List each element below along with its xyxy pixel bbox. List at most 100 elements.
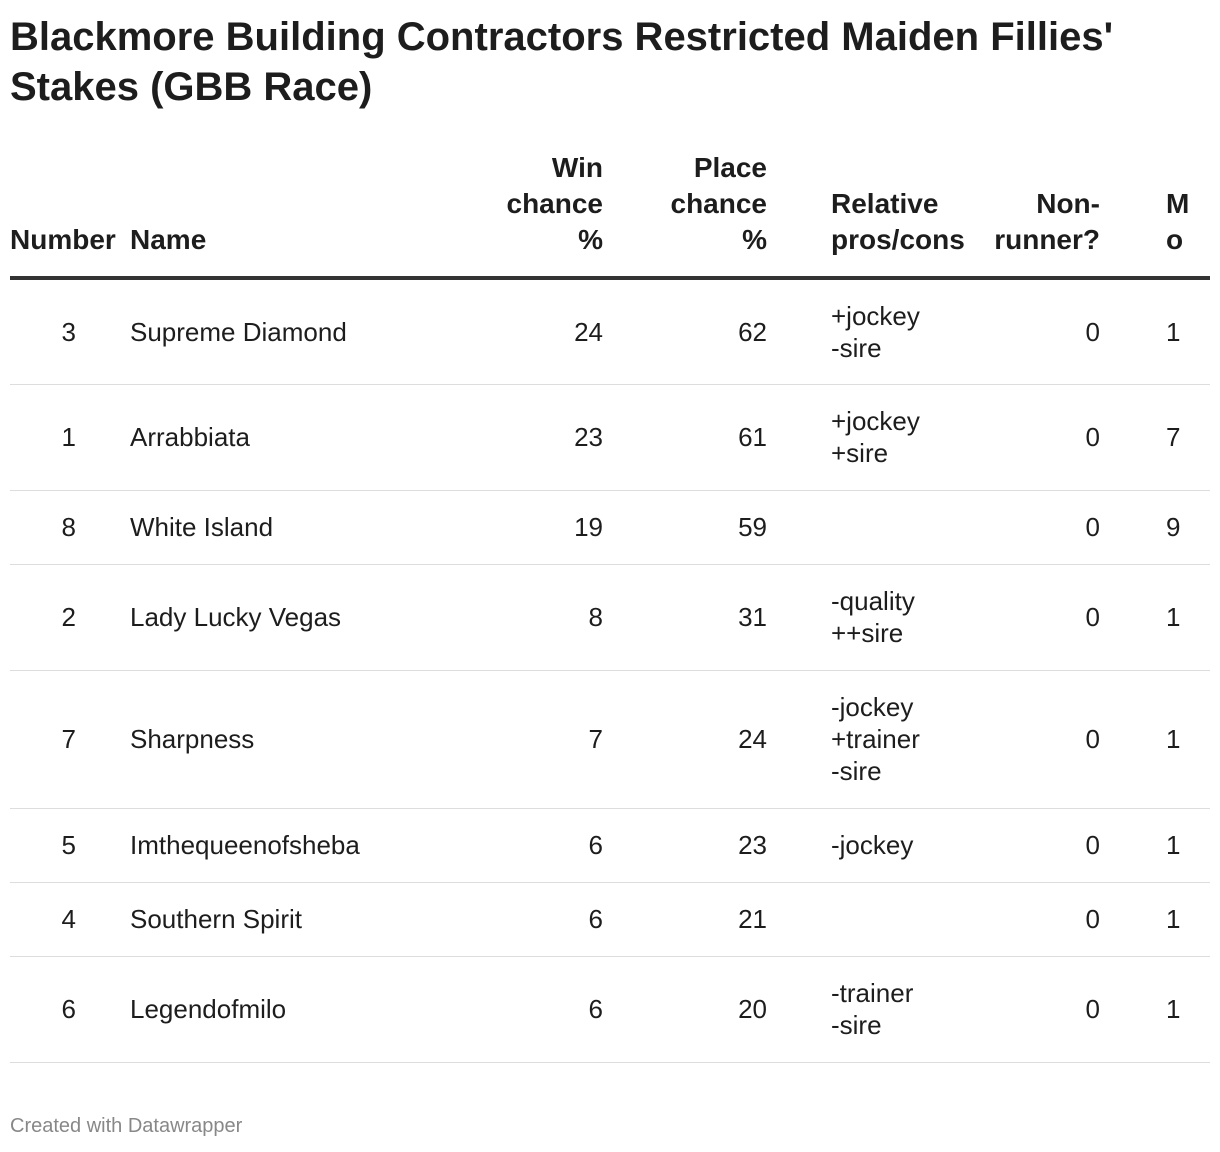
cell-relative-pros-cons (767, 490, 938, 565)
pros-cons-item: +jockey (831, 300, 920, 331)
cell-relative-pros-cons (767, 882, 938, 957)
table-row: 3 Supreme Diamond 24 62 +jockey -sire 0 1 (10, 278, 1210, 385)
cell-number: 7 (10, 670, 130, 809)
pros-cons-item: -jockey (831, 830, 914, 860)
pros-cons-item: -quality (831, 586, 915, 616)
cell-number: 5 (10, 808, 130, 883)
cell-non-runner: 0 (938, 564, 1100, 671)
header-label-line: Place (693, 152, 767, 183)
pros-cons-item: -sire (831, 756, 882, 786)
cell-place-chance: 61 (603, 384, 767, 491)
header-win-chance[interactable]: Win chance% (415, 150, 604, 280)
cell-win-chance: 6 (415, 882, 603, 957)
cell-name: Arrabbiata (130, 384, 415, 491)
header-label-line: Relative (831, 188, 939, 219)
header-non-runner[interactable]: Non-runner? (938, 150, 1100, 280)
cell-extra-column: 9 (1100, 490, 1210, 565)
cell-number: 8 (10, 490, 130, 565)
cell-non-runner: 0 (938, 490, 1100, 565)
cell-number: 4 (10, 882, 130, 957)
cell-win-chance: 6 (415, 808, 603, 883)
header-label-line: % (742, 224, 767, 255)
cell-number: 2 (10, 564, 130, 671)
cell-non-runner: 0 (938, 808, 1100, 883)
header-relative-pros-cons[interactable]: Relative pros/cons (767, 150, 965, 280)
cell-win-chance: 19 (415, 490, 603, 565)
cell-place-chance: 20 (603, 956, 767, 1063)
cell-non-runner: 0 (938, 278, 1100, 385)
cell-relative-pros-cons: -jockey +trainer -sire (767, 670, 938, 809)
header-label-line: Name (130, 224, 207, 255)
cell-relative-pros-cons: -trainer -sire (767, 956, 938, 1063)
cell-name: White Island (130, 490, 415, 565)
cell-number: 1 (10, 384, 130, 491)
cell-win-chance: 7 (415, 670, 603, 809)
cell-place-chance: 62 (603, 278, 767, 385)
cell-win-chance: 6 (415, 956, 603, 1063)
cell-number: 6 (10, 956, 130, 1063)
table-row: 5 Imthequeenofsheba 6 23 -jockey 0 1 (10, 808, 1210, 883)
table-row: 8 White Island 19 59 0 9 (10, 490, 1210, 565)
cell-place-chance: 31 (603, 564, 767, 671)
page-title: Blackmore Building Contractors Restricte… (10, 15, 1114, 109)
header-label-line: Number (10, 224, 116, 255)
cell-place-chance: 59 (603, 490, 767, 565)
cell-non-runner: 0 (938, 384, 1100, 491)
header-label-line: chance (506, 188, 604, 219)
header-place-chance[interactable]: Place chance% (603, 150, 768, 280)
table-row: 2 Lady Lucky Vegas 8 31 -quality ++sire 0 1 (10, 564, 1210, 671)
pros-cons-item: -jockey (831, 692, 914, 722)
table-row: 6 Legendofmilo 6 20 -trainer -sire 0 1 (10, 956, 1210, 1063)
cell-win-chance: 24 (415, 278, 603, 385)
cell-extra-column: 1 (1100, 808, 1210, 883)
cell-extra-column: 1 (1100, 956, 1210, 1063)
header-label-line: Non- (1036, 188, 1100, 219)
cell-relative-pros-cons: +jockey +sire (767, 384, 938, 491)
table-row: 7 Sharpness 7 24 -jockey +trainer -sire 0 1 (10, 670, 1210, 809)
cell-win-chance: 8 (415, 564, 603, 671)
header-label-line: runner? (994, 224, 1100, 255)
header-label-line: pros/cons (831, 224, 965, 255)
pros-cons-item: -sire (831, 332, 882, 363)
pros-cons-item: -sire (831, 1010, 882, 1040)
table-row: 1 Arrabbiata 23 61 +jockey +sire 0 7 (10, 384, 1210, 491)
credit-footer: Created with Datawrapper (10, 1115, 243, 1137)
cell-name: Imthequeenofsheba (130, 808, 415, 883)
cell-non-runner: 0 (938, 882, 1100, 957)
cell-name: Supreme Diamond (130, 278, 415, 385)
cell-name: Legendofmilo (130, 956, 415, 1063)
table-header-row: Number Name Win chance% Place chance% Rela… (10, 150, 1210, 280)
results-table: Number Name Win chance% Place chance% Rela… (10, 150, 1210, 1063)
cell-non-runner: 0 (938, 670, 1100, 809)
cell-place-chance: 21 (603, 882, 767, 957)
header-label-line: % (578, 224, 603, 255)
header-label-line: M (1166, 188, 1190, 219)
cell-place-chance: 23 (603, 808, 767, 883)
pros-cons-item: ++sire (831, 618, 904, 648)
pros-cons-item: +trainer (831, 724, 920, 754)
pros-cons-item: +jockey (831, 406, 920, 436)
pros-cons-item: +sire (831, 438, 889, 468)
cell-number: 3 (10, 278, 130, 385)
header-number[interactable]: Number (10, 150, 130, 280)
cell-extra-column: 1 (1100, 278, 1210, 385)
cell-extra-column: 1 (1100, 564, 1210, 671)
header-name[interactable]: Name (130, 150, 415, 280)
header-label-line: o (1166, 224, 1184, 255)
cell-extra-column: 1 (1100, 882, 1210, 957)
cell-place-chance: 24 (603, 670, 767, 809)
cell-relative-pros-cons: -quality ++sire (767, 564, 938, 671)
cell-extra-column: 7 (1100, 384, 1210, 491)
cell-relative-pros-cons: -jockey (767, 808, 938, 883)
cell-non-runner: 0 (938, 956, 1100, 1063)
table-row: 4 Southern Spirit 6 21 0 1 (10, 882, 1210, 957)
cell-relative-pros-cons: +jockey -sire (767, 278, 938, 385)
cell-name: Lady Lucky Vegas (130, 564, 415, 671)
cell-name: Southern Spirit (130, 882, 415, 957)
cell-name: Sharpness (130, 670, 415, 809)
cell-extra-column: 1 (1100, 670, 1210, 809)
results-table-container[interactable]: Number Name Win chance% Place chance% Rela… (10, 150, 1210, 1063)
header-label-line: chance (670, 188, 768, 219)
cell-win-chance: 23 (415, 384, 603, 491)
